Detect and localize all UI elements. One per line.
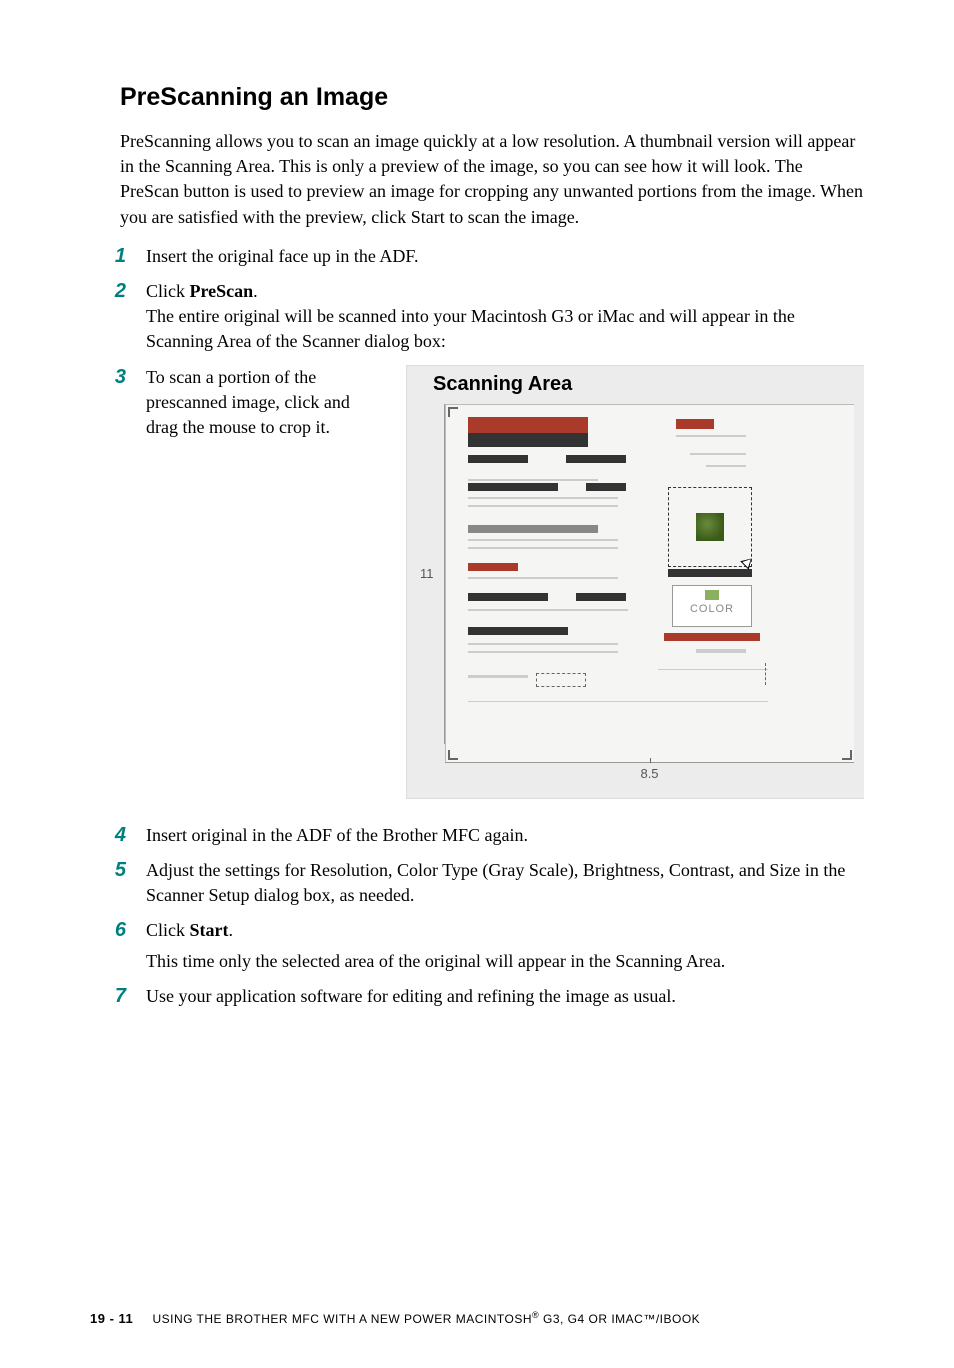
- color-sample-box: COLOR: [672, 585, 752, 627]
- footer-text-b: G3, G4 OR IMAC™/IBOOK: [539, 1312, 700, 1326]
- doc-fragment: [566, 455, 626, 463]
- step-number: 4: [96, 821, 126, 849]
- footer-text-a: USING THE BROTHER MFC WITH A NEW POWER M…: [152, 1312, 532, 1326]
- color-swatch-icon: [705, 590, 719, 600]
- step2-line2: The entire original will be scanned into…: [146, 304, 864, 354]
- color-caption: COLOR: [690, 603, 734, 615]
- step3-text: To scan a portion of the prescanned imag…: [146, 365, 386, 441]
- doc-fragment: [468, 525, 598, 533]
- doc-fragment: [468, 563, 518, 571]
- step-6: 6 Click Start. This time only the select…: [110, 918, 864, 974]
- step-number: 3: [96, 363, 126, 391]
- doc-fragment: [676, 435, 746, 437]
- ruler-horizontal: 8.5: [445, 762, 854, 784]
- doc-fragment: [676, 419, 714, 429]
- crop-preview-thumb: [696, 513, 724, 541]
- scanning-area-box: 11: [417, 404, 854, 784]
- doc-fragment: [468, 627, 568, 635]
- doc-fragment: [762, 663, 766, 685]
- doc-fragment: [468, 651, 618, 653]
- step-number: 6: [96, 916, 126, 944]
- doc-fragment: [468, 701, 768, 702]
- scanning-area-title: Scanning Area: [417, 366, 854, 404]
- ruler-x-label: 8.5: [640, 765, 658, 783]
- section-heading: PreScanning an Image: [120, 80, 864, 115]
- doc-fragment: [468, 417, 588, 433]
- steps-list: 1 Insert the original face up in the ADF…: [110, 244, 864, 1010]
- doc-fragment: [664, 633, 760, 641]
- page-footer: 19 - 11 USING THE BROTHER MFC WITH A NEW…: [90, 1309, 864, 1328]
- scanning-area-figure: Scanning Area 11: [406, 365, 864, 799]
- doc-fragment: [468, 433, 588, 447]
- doc-fragment: [468, 479, 598, 481]
- doc-fragment: [690, 453, 746, 455]
- step-1: 1 Insert the original face up in the ADF…: [110, 244, 864, 269]
- step-3: 3 To scan a portion of the prescanned im…: [110, 365, 864, 799]
- step-4: 4 Insert original in the ADF of the Brot…: [110, 823, 864, 848]
- step-7: 7 Use your application software for edit…: [110, 984, 864, 1009]
- crop-selection[interactable]: [668, 487, 752, 567]
- step-number: 2: [96, 277, 126, 305]
- doc-fragment: [468, 497, 618, 499]
- doc-fragment: [536, 673, 586, 687]
- step-text: Insert the original face up in the ADF.: [146, 244, 864, 269]
- doc-fragment: [658, 669, 768, 670]
- crop-corner-icon: [842, 750, 852, 760]
- doc-fragment: [668, 569, 752, 577]
- step6-suffix: .: [229, 920, 234, 940]
- doc-fragment: [468, 547, 618, 549]
- doc-fragment: [468, 539, 618, 541]
- doc-fragment: [576, 593, 626, 601]
- step-text: Adjust the settings for Resolution, Colo…: [146, 858, 864, 908]
- step6-result: This time only the selected area of the …: [146, 949, 864, 974]
- ruler-vertical: 11: [417, 404, 445, 744]
- footer-page-number: 19 - 11: [90, 1311, 133, 1326]
- doc-fragment: [586, 483, 626, 491]
- ruler-x-tick: [650, 758, 651, 763]
- doc-fragment: [696, 649, 746, 653]
- doc-fragment: [468, 643, 618, 645]
- doc-fragment: [468, 505, 618, 507]
- doc-fragment: [468, 577, 618, 579]
- step6-bold: Start: [190, 920, 229, 940]
- doc-fragment: [468, 483, 558, 491]
- doc-fragment: [706, 465, 746, 467]
- step-5: 5 Adjust the settings for Resolution, Co…: [110, 858, 864, 908]
- step-number: 7: [96, 982, 126, 1010]
- intro-paragraph: PreScanning allows you to scan an image …: [120, 129, 864, 230]
- cursor-icon: [740, 554, 756, 570]
- step-text: Insert original in the ADF of the Brothe…: [146, 823, 864, 848]
- crop-corner-icon: [448, 750, 458, 760]
- ruler-y-label: 11: [420, 564, 434, 582]
- step2-suffix: .: [253, 281, 258, 301]
- step6-prefix: Click: [146, 920, 190, 940]
- step-text: Click Start. This time only the selected…: [146, 918, 864, 974]
- doc-fragment: [468, 455, 528, 463]
- step-text: Use your application software for editin…: [146, 984, 864, 1009]
- step-2: 2 Click PreScan. The entire original wil…: [110, 279, 864, 355]
- step2-bold: PreScan: [190, 281, 254, 301]
- step2-prefix: Click: [146, 281, 190, 301]
- doc-fragment: [468, 593, 548, 601]
- step-number: 1: [96, 242, 126, 270]
- doc-fragment: [468, 609, 628, 611]
- step-text: Click PreScan. The entire original will …: [146, 279, 864, 355]
- doc-fragment: [468, 675, 528, 678]
- scan-preview: COLOR: [445, 404, 854, 762]
- step-number: 5: [96, 856, 126, 884]
- crop-corner-icon: [448, 407, 458, 417]
